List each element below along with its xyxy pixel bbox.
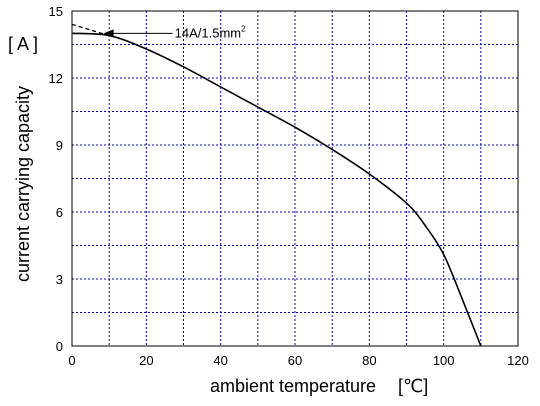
- y-axis-unit: [ A ]: [8, 34, 38, 54]
- y-tick-labels: 0 3 6 9 12 15: [49, 4, 63, 354]
- y-tick-label: 3: [56, 272, 63, 287]
- x-tick-label: 100: [433, 353, 455, 368]
- y-tick-label: 15: [49, 4, 63, 19]
- series-lines: [71, 23, 482, 347]
- x-tick-label: 120: [507, 353, 529, 368]
- plot-frame: [71, 10, 519, 347]
- y-tick-label: 9: [56, 138, 63, 153]
- y-tick-label: 12: [49, 71, 63, 86]
- y-axis-title: current carrying capacity: [13, 86, 33, 282]
- x-axis-unit: [℃]: [398, 376, 428, 396]
- x-tick-label: 0: [68, 353, 75, 368]
- x-tick-label: 60: [288, 353, 302, 368]
- series-line: [71, 32, 482, 347]
- y-tick-label: 6: [56, 205, 63, 220]
- annotation-superscript: 2: [241, 24, 246, 33]
- x-tick-label: 80: [362, 353, 376, 368]
- x-tick-label: 40: [213, 353, 227, 368]
- annotation: 14A/1.5mm2: [103, 24, 246, 40]
- series-line-dashed: [71, 23, 110, 37]
- x-axis-title: ambient temperature: [210, 376, 376, 396]
- annotation-arrow-head: [103, 29, 114, 38]
- annotation-label: 14A/1.5mm2: [175, 24, 246, 40]
- annotation-text: 14A/1.5mm: [175, 25, 241, 40]
- x-tick-labels: 0 20 40 60 80 100 120: [68, 353, 528, 368]
- grid: [72, 11, 518, 346]
- x-tick-label: 20: [139, 353, 153, 368]
- y-tick-label: 0: [56, 339, 63, 354]
